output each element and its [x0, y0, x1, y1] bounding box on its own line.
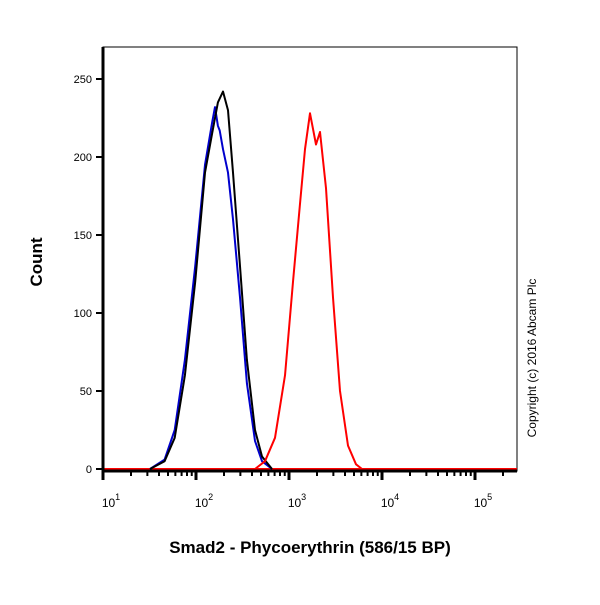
y-tick-label: 250: [74, 74, 92, 86]
series-line-2: [254, 112, 363, 470]
plot-frame: [102, 46, 518, 472]
x-tick-label: 104: [381, 492, 399, 510]
y-tick-label: 0: [86, 464, 92, 476]
y-tick-label: 50: [80, 386, 92, 398]
y-tick-label: 200: [74, 152, 92, 164]
series-line-0: [149, 106, 273, 470]
y-axis-label: Count: [27, 237, 46, 286]
x-tick-label: 101: [102, 492, 120, 510]
x-tick-label: 103: [288, 492, 306, 510]
y-tick-label: 150: [74, 230, 92, 242]
y-tick-label: 100: [74, 308, 92, 320]
copyright-annotation: Copyright (c) 2016 Abcam Plc: [525, 279, 539, 438]
series-line-1: [149, 90, 273, 470]
x-axis-label: Smad2 - Phycoerythrin (586/15 BP): [169, 538, 451, 557]
x-tick-label: 102: [195, 492, 213, 510]
x-tick-label: 105: [474, 492, 492, 510]
